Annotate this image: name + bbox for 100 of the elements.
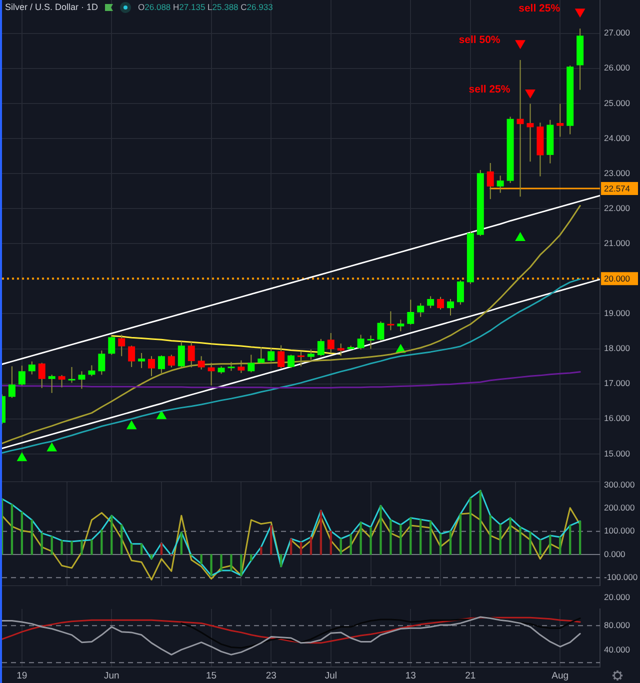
bar (240, 554, 242, 576)
text: 20.000 (604, 592, 630, 602)
bar (380, 505, 382, 555)
bar (210, 554, 212, 576)
candlestick (28, 360, 36, 375)
ref-line-label: 20.000 (604, 274, 630, 284)
candlestick (98, 350, 106, 376)
bar (220, 554, 222, 571)
candlestick (417, 302, 424, 318)
candlestick (18, 365, 26, 386)
candlestick (88, 364, 96, 377)
candlestick (178, 340, 185, 368)
x-tick-label: 13 (405, 670, 416, 682)
candlestick (148, 356, 155, 377)
bar (569, 525, 572, 555)
candlestick (118, 334, 126, 357)
series-label: sell 50% (458, 34, 501, 46)
candlestick (317, 338, 324, 357)
bar (310, 536, 312, 555)
candlestick (258, 346, 265, 364)
bar (360, 522, 362, 555)
candlestick (38, 362, 46, 389)
bar (300, 542, 302, 555)
bar (140, 544, 143, 555)
bar (479, 490, 482, 555)
bar (30, 520, 33, 555)
candlestick (556, 103, 564, 138)
bar (439, 534, 442, 555)
bar (410, 518, 412, 555)
bar (459, 514, 462, 555)
bar (390, 520, 392, 555)
point (46, 442, 58, 452)
bar (469, 498, 472, 555)
candlestick (486, 162, 494, 200)
candlestick (526, 103, 534, 162)
candlestick (337, 343, 344, 357)
candlestick (278, 344, 285, 369)
x-tick-label: 21 (465, 670, 476, 682)
candlestick (288, 354, 295, 369)
candlestick (437, 296, 444, 310)
y-tick-label: 15.000 (604, 448, 630, 458)
bar (350, 534, 352, 555)
bar (290, 538, 292, 555)
candlestick (268, 348, 275, 362)
candlestick (168, 354, 175, 368)
x-tick-label: Jul (324, 670, 337, 682)
y-tick-label: 27.000 (604, 28, 630, 38)
candlestick (407, 299, 414, 326)
bar (499, 524, 502, 555)
bar (529, 532, 532, 555)
bar (150, 554, 153, 560)
chart-subtitle: O26.088 H27.135 L25.388 C26.933 (138, 2, 273, 12)
bar (40, 532, 43, 555)
bar (578, 520, 582, 555)
bar (260, 546, 262, 555)
candlestick (248, 354, 255, 373)
y-tick-label: 19.000 (604, 308, 630, 318)
candlestick (447, 298, 454, 316)
y-tick-label: 21.000 (604, 238, 630, 248)
candlestick (138, 352, 146, 369)
bar (519, 526, 522, 555)
series-label: 22.574 (604, 183, 630, 194)
y-tick-label: 18.000 (604, 343, 630, 354)
point (156, 410, 167, 420)
bar (340, 538, 342, 555)
series-label: sell 25% (518, 2, 561, 14)
bar (270, 525, 272, 555)
y-tick-label: 16.000 (604, 413, 630, 424)
bar (180, 532, 182, 555)
candlestick (427, 296, 434, 309)
y-tick-label: 26.000 (604, 62, 630, 73)
bar (50, 536, 53, 555)
candlestick (58, 374, 66, 388)
y-tick-label: 300.000 (604, 479, 635, 490)
y-tick-label: 22.000 (604, 202, 630, 213)
point (515, 232, 526, 242)
candlestick (397, 319, 404, 332)
x-tick-label: Aug (552, 670, 569, 682)
candlestick (48, 374, 56, 394)
bar (160, 542, 163, 555)
x-tick-label: Jun (104, 670, 120, 682)
candlestick (298, 350, 304, 367)
bar (509, 518, 512, 555)
y-tick-label: 80.000 (604, 620, 630, 630)
point (126, 420, 137, 430)
candlestick (208, 362, 215, 386)
bar (20, 512, 24, 555)
y-tick-label: 40.000 (604, 644, 630, 655)
bar (60, 540, 63, 555)
candlestick (387, 310, 394, 331)
candlestick (367, 334, 374, 350)
candlestick (108, 334, 116, 356)
point (515, 40, 526, 50)
y-tick-label: 100.000 (604, 526, 635, 536)
candlestick (8, 366, 16, 398)
y-tick-label: -100.000 (604, 572, 638, 582)
candlestick (516, 59, 524, 198)
bar (370, 526, 372, 555)
candlestick (158, 354, 165, 374)
point (16, 452, 28, 462)
